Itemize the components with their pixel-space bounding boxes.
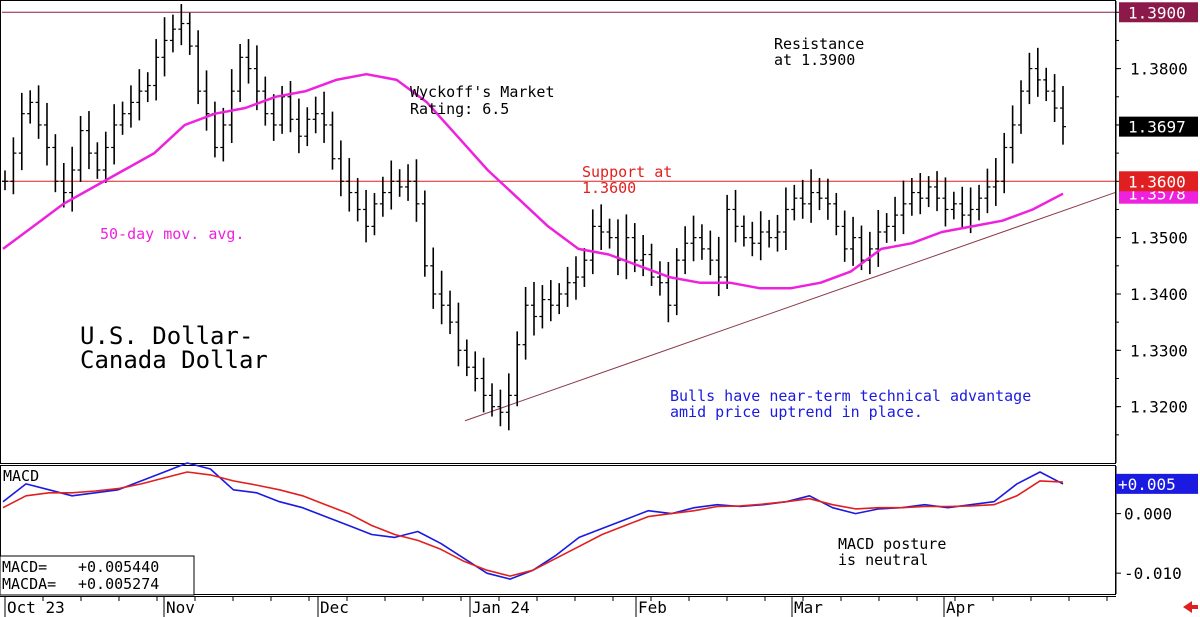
x-axis-tick-label: Jan 24 bbox=[472, 598, 530, 617]
x-axis-tick-label: Apr bbox=[946, 598, 975, 617]
price-axis-tick-label: 1.3300 bbox=[1130, 341, 1188, 360]
rating-line-1: Wyckoff's Market bbox=[410, 83, 555, 101]
support-label-line-1: Support at bbox=[582, 163, 672, 181]
support-label-line-2: 1.3600 bbox=[582, 179, 636, 197]
macd-readout-label: MACD= bbox=[2, 558, 47, 576]
macda-readout-label: MACDA= bbox=[2, 575, 56, 593]
x-axis-tick-label: Oct 23 bbox=[7, 598, 65, 617]
support-tag-label: 1.3600 bbox=[1128, 172, 1186, 191]
resistance-label-line-1: Resistance bbox=[774, 35, 864, 53]
x-axis-tick-label: Nov bbox=[166, 598, 195, 617]
macd-panel-title: MACD bbox=[3, 467, 39, 485]
macd-axis-tick-label: 0.000 bbox=[1124, 505, 1172, 524]
macd-readout-value: +0.005440 bbox=[78, 558, 159, 576]
macd-annotation-line-1: MACD posture bbox=[838, 535, 946, 553]
price-axis-tick-label: 1.3500 bbox=[1130, 229, 1188, 248]
support-tag bbox=[1119, 171, 1198, 192]
x-axis-tick-label: Mar bbox=[794, 598, 823, 617]
x-axis-tick-label: Dec bbox=[320, 598, 349, 617]
resistance-tag bbox=[1119, 2, 1198, 23]
rating-line-2: Rating: 6.5 bbox=[410, 100, 509, 118]
annotation-line-2: amid price uptrend in place. bbox=[670, 403, 923, 421]
chart-title-line-1: U.S. Dollar- bbox=[80, 322, 253, 350]
last-price-tag-label: 1.3697 bbox=[1128, 118, 1186, 137]
macd-signal-line bbox=[2, 471, 1064, 577]
moving-average-line bbox=[2, 72, 1064, 290]
macda-readout-value: +0.005274 bbox=[78, 575, 159, 593]
scroll-left-arrow-icon[interactable] bbox=[1183, 601, 1198, 613]
x-axis-tick-label: Feb bbox=[638, 598, 667, 617]
macd-annotation-line-2: is neutral bbox=[838, 551, 928, 569]
price-axis-tick-label: 1.3200 bbox=[1130, 398, 1188, 417]
macd-current-tag bbox=[1116, 473, 1198, 494]
moving-average-label: 50-day mov. avg. bbox=[100, 225, 245, 243]
resistance-tag-label: 1.3900 bbox=[1128, 3, 1186, 22]
macd-current-tag-label: +0.005 bbox=[1118, 475, 1176, 494]
uptrend-line bbox=[464, 192, 1116, 422]
macd-readout-box bbox=[0, 555, 195, 596]
price-axis-tick-label: 1.3400 bbox=[1130, 285, 1188, 304]
annotation-line-1: Bulls have near-term technical advantage bbox=[670, 387, 1031, 405]
last-price-tag bbox=[1119, 116, 1198, 137]
chart-title-line-2: Canada Dollar bbox=[80, 346, 268, 374]
resistance-label-line-2: at 1.3900 bbox=[774, 51, 855, 69]
price-axis-tick-label: 1.3800 bbox=[1130, 60, 1188, 79]
macd-axis-tick-label: -0.010 bbox=[1124, 564, 1182, 583]
